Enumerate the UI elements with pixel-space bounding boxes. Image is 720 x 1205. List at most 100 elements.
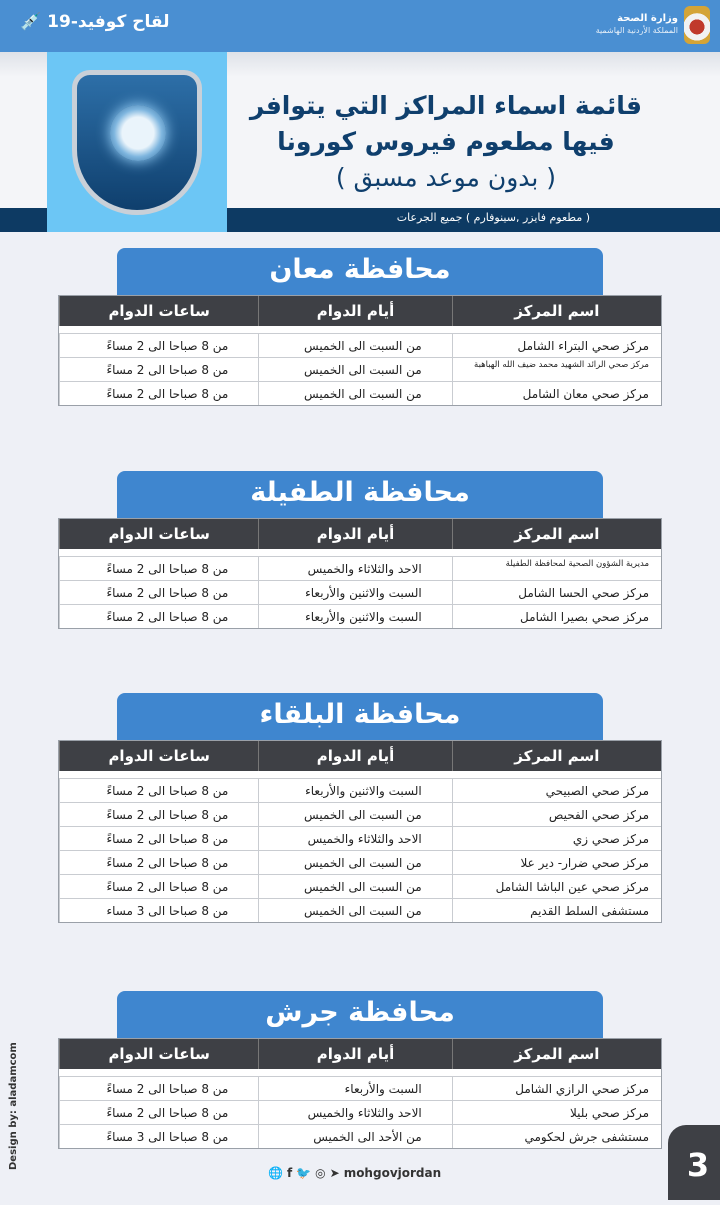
section-title: محافظة البلقاء: [117, 693, 603, 740]
working-hours: من 8 صباحا الى 2 مساءً: [59, 1077, 258, 1100]
table-header: اسم المركز أيام الدوام ساعات الدوام: [59, 741, 661, 771]
title-line-2: فيها مطعوم فيروس كورونا: [277, 127, 615, 156]
working-hours: من 8 صباحا الى 2 مساءً: [59, 803, 258, 826]
twitter-icon[interactable]: 🐦: [296, 1166, 312, 1180]
title-line-1: قائمة اسماء المراكز التي يتوافر: [249, 91, 642, 120]
jordan-crest-icon: [684, 6, 710, 44]
table-body: مركز صحي الصبيحي السبت والاثنين والأربعاء…: [59, 771, 661, 922]
table-row: مركز صحي بليلا الاحد والثلاثاء والخميس من …: [59, 1100, 661, 1124]
table-row: مستشفى السلط القديم من السبت الى الخميس من…: [59, 898, 661, 922]
table-header: اسم المركز أيام الدوام ساعات الدوام: [59, 296, 661, 326]
table-row: مركز صحي عين الباشا الشامل من السبت الى ا…: [59, 874, 661, 898]
globe-icon[interactable]: 🌐: [268, 1166, 283, 1180]
column-header-name: اسم المركز: [451, 741, 661, 771]
centers-table: اسم المركز أيام الدوام ساعات الدوام مركز صح…: [58, 1038, 662, 1149]
globe-icon: [110, 105, 166, 161]
social-handle[interactable]: mohgovjordan: [343, 1166, 442, 1180]
working-hours: من 8 صباحا الى 2 مساءً: [59, 1101, 258, 1124]
table-row: مستشفى جرش لحكومي من الأحد الى الخميس من 8…: [59, 1124, 661, 1148]
column-header-hours: ساعات الدوام: [59, 519, 258, 549]
campaign-label: لقاح كوفيد-19 💉: [20, 12, 170, 32]
column-header-days: أيام الدوام: [258, 1039, 451, 1069]
table-body: مركز صحي الرازي الشامل السبت والأربعاء من …: [59, 1069, 661, 1148]
column-header-hours: ساعات الدوام: [59, 296, 258, 326]
table-row: مركز صحي الصبيحي السبت والاثنين والأربعاء…: [59, 778, 661, 802]
kingdom-name: المملكة الأردنية الهاشمية: [595, 26, 678, 35]
table-row: مركز صحي بصيرا الشامل السبت والاثنين والأ…: [59, 604, 661, 628]
working-days: من السبت الى الخميس: [258, 382, 451, 405]
working-hours: من 8 صباحا الى 2 مساءً: [59, 358, 258, 381]
column-header-days: أيام الدوام: [258, 519, 451, 549]
section-title: محافظة معان: [117, 248, 603, 295]
working-days: من السبت الى الخميس: [258, 851, 451, 874]
title-line-3: ( بدون موعد مسبق ): [335, 163, 557, 192]
table-row: مركز صحي الفحيص من السبت الى الخميس من 8 ص…: [59, 802, 661, 826]
working-days: السبت والاثنين والأربعاء: [258, 581, 451, 604]
table-row: مركز صحي معان الشامل من السبت الى الخميس م…: [59, 381, 661, 405]
center-name: مركز صحي الرائد الشهيد محمد ضيف الله اله…: [451, 358, 661, 381]
center-name: مركز صحي الصبيحي: [451, 779, 661, 802]
working-days: السبت والأربعاء: [258, 1077, 451, 1100]
working-hours: من 8 صباحا الى 2 مساءً: [59, 557, 258, 580]
column-header-days: أيام الدوام: [258, 296, 451, 326]
centers-table: اسم المركز أيام الدوام ساعات الدوام مركز صح…: [58, 295, 662, 406]
shield-icon: [72, 70, 202, 215]
banner-graphic-panel: [47, 52, 227, 232]
column-header-days: أيام الدوام: [258, 741, 451, 771]
center-name: مستشفى جرش لحكومي: [451, 1125, 661, 1148]
center-name: مركز صحي ضرار- دير علا: [451, 851, 661, 874]
telegram-icon[interactable]: ➤: [329, 1166, 340, 1180]
working-days: من السبت الى الخميس: [258, 803, 451, 826]
centers-table: اسم المركز أيام الدوام ساعات الدوام مديرية …: [58, 518, 662, 629]
working-hours: من 8 صباحا الى 2 مساءً: [59, 779, 258, 802]
working-days: الاحد والثلاثاء والخميس: [258, 557, 451, 580]
instagram-icon[interactable]: ◎: [315, 1166, 326, 1180]
center-name: مركز صحي الفحيص: [451, 803, 661, 826]
center-name: مركز صحي بليلا: [451, 1101, 661, 1124]
table-header: اسم المركز أيام الدوام ساعات الدوام: [59, 519, 661, 549]
center-name: مديرية الشؤون الصحية لمحافظة الطفيلة: [451, 557, 661, 580]
top-bar: وزارة الصحة المملكة الأردنية الهاشمية لق…: [0, 0, 720, 52]
table-row: مركز صحي زي الاحد والثلاثاء والخميس من 8 ص…: [59, 826, 661, 850]
section-title: محافظة جرش: [117, 991, 603, 1038]
page-title: قائمة اسماء المراكز التي يتوافر فيها مطع…: [250, 88, 642, 196]
section-title: محافظة الطفيلة: [117, 471, 603, 518]
working-days: من السبت الى الخميس: [258, 899, 451, 922]
vaccine-types: ( مطعوم فايزر ,سينوفارم ) جميع الجرعات: [396, 211, 590, 224]
table-row: مركز صحي الرائد الشهيد محمد ضيف الله اله…: [59, 357, 661, 381]
ministry-name: وزارة الصحة: [617, 13, 678, 24]
working-hours: من 8 صباحا الى 2 مساءً: [59, 581, 258, 604]
campaign-text: لقاح كوفيد-19: [47, 12, 170, 32]
center-name: مركز صحي البتراء الشامل: [451, 334, 661, 357]
table-row: مركز صحي الحسا الشامل السبت والاثنين والأ…: [59, 580, 661, 604]
working-hours: من 8 صباحا الى 2 مساءً: [59, 605, 258, 628]
working-hours: من 8 صباحا الى 2 مساءً: [59, 875, 258, 898]
column-header-hours: ساعات الدوام: [59, 1039, 258, 1069]
working-days: السبت والاثنين والأربعاء: [258, 605, 451, 628]
working-days: من السبت الى الخميس: [258, 358, 451, 381]
center-name: مستشفى السلط القديم: [451, 899, 661, 922]
working-hours: من 8 صباحا الى 3 مساء: [59, 899, 258, 922]
ministry-brand: وزارة الصحة المملكة الأردنية الهاشمية: [596, 6, 710, 44]
working-days: الاحد والثلاثاء والخميس: [258, 1101, 451, 1124]
table-row: مركز صحي الرازي الشامل السبت والأربعاء من …: [59, 1076, 661, 1100]
working-days: السبت والاثنين والأربعاء: [258, 779, 451, 802]
table-row: مركز صحي البتراء الشامل من السبت الى الخم…: [59, 333, 661, 357]
table-row: مركز صحي ضرار- دير علا من السبت الى الخمي…: [59, 850, 661, 874]
working-hours: من 8 صباحا الى 2 مساءً: [59, 851, 258, 874]
working-hours: من 8 صباحا الى 2 مساءً: [59, 382, 258, 405]
center-name: مركز صحي معان الشامل: [451, 382, 661, 405]
working-days: من السبت الى الخميس: [258, 875, 451, 898]
design-credit: Design by: aladamcom: [8, 1042, 19, 1170]
page-number: 3: [668, 1125, 720, 1200]
center-name: مركز صحي عين الباشا الشامل: [451, 875, 661, 898]
vaccine-vial-icon: 💉: [20, 12, 42, 32]
center-name: مركز صحي بصيرا الشامل: [451, 605, 661, 628]
facebook-icon[interactable]: f: [286, 1166, 293, 1180]
center-name: مركز صحي الحسا الشامل: [451, 581, 661, 604]
table-header: اسم المركز أيام الدوام ساعات الدوام: [59, 1039, 661, 1069]
working-days: من الأحد الى الخميس: [258, 1125, 451, 1148]
working-days: الاحد والثلاثاء والخميس: [258, 827, 451, 850]
working-hours: من 8 صباحا الى 3 مساءً: [59, 1125, 258, 1148]
table-row: مديرية الشؤون الصحية لمحافظة الطفيلة الاح…: [59, 556, 661, 580]
